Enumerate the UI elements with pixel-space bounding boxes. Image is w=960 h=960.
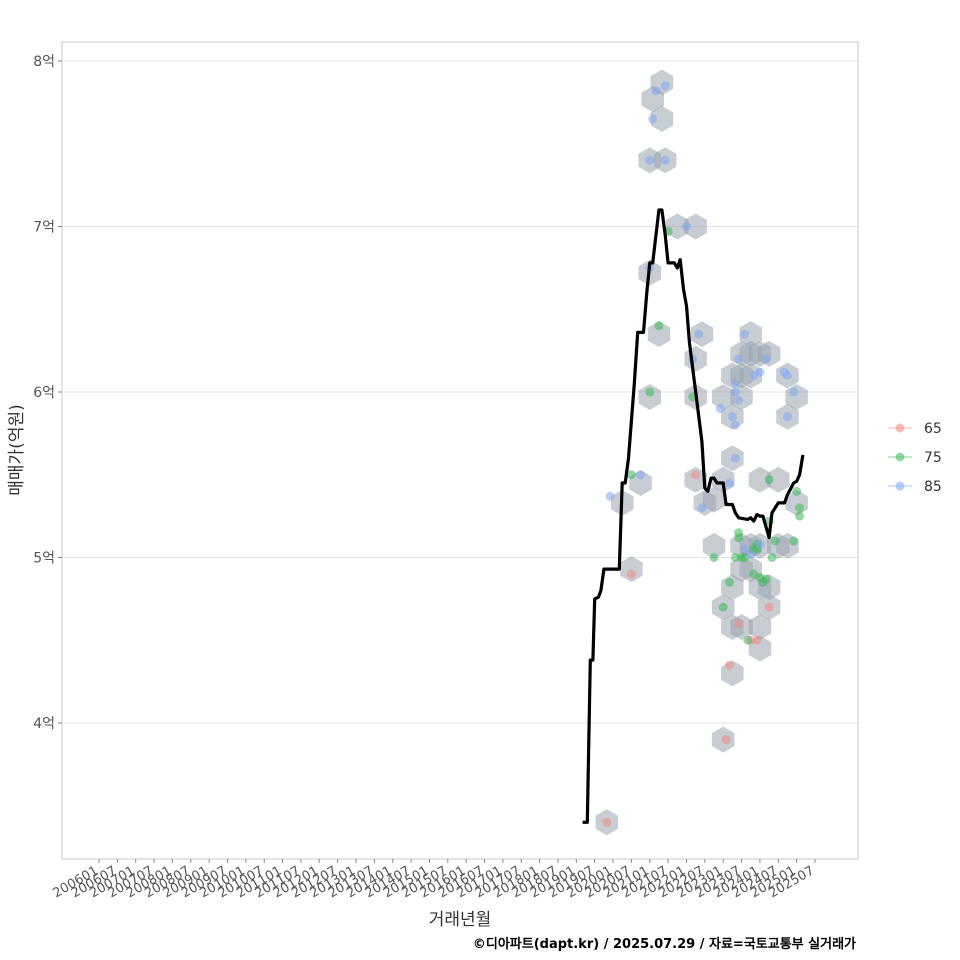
legend-label-65: 65 bbox=[924, 421, 942, 437]
hexbin bbox=[647, 321, 671, 348]
data-point-85 bbox=[740, 544, 750, 554]
legend-swatch-75 bbox=[895, 452, 905, 462]
hexbin bbox=[739, 321, 762, 348]
data-point-85 bbox=[648, 114, 658, 124]
y-axis-title: 매매가(억원) bbox=[7, 404, 27, 495]
data-point-65 bbox=[752, 635, 762, 645]
y-axis-ticks: 4억 5억 6억 7억 8억 bbox=[33, 54, 62, 732]
legend-label-75: 75 bbox=[924, 450, 942, 466]
data-point-75 bbox=[709, 553, 719, 562]
data-point-65 bbox=[764, 602, 774, 612]
data-point-75 bbox=[743, 635, 753, 645]
y-tick-label: 4억 bbox=[33, 716, 55, 732]
data-point-85 bbox=[734, 354, 744, 364]
data-point-85 bbox=[730, 453, 740, 463]
hexbin bbox=[748, 614, 772, 640]
hexbin bbox=[620, 556, 643, 583]
data-point-85 bbox=[730, 387, 740, 397]
data-point-85 bbox=[636, 470, 646, 480]
data-point-85 bbox=[724, 478, 734, 488]
data-point-85 bbox=[694, 329, 704, 339]
data-point-75 bbox=[734, 528, 744, 538]
hexbin bbox=[767, 466, 790, 493]
hexbin bbox=[702, 486, 726, 513]
data-point-65 bbox=[691, 470, 701, 480]
data-point-85 bbox=[782, 370, 792, 380]
hexbin bbox=[638, 384, 661, 410]
data-point-75 bbox=[654, 321, 664, 331]
data-point-85 bbox=[761, 354, 771, 364]
data-point-75 bbox=[767, 553, 777, 562]
data-point-85 bbox=[730, 420, 740, 430]
data-point-85 bbox=[660, 155, 670, 165]
data-point-85 bbox=[727, 412, 737, 422]
data-point-75 bbox=[761, 574, 771, 584]
data-point-85 bbox=[734, 395, 744, 405]
scatter-points bbox=[602, 81, 805, 827]
data-point-65 bbox=[602, 817, 612, 827]
legend-swatch-85 bbox=[895, 481, 905, 491]
data-point-85 bbox=[697, 503, 707, 513]
data-point-65 bbox=[724, 660, 734, 670]
legend: 65 75 85 bbox=[888, 421, 942, 495]
data-point-85 bbox=[681, 222, 691, 231]
data-point-75 bbox=[730, 553, 740, 562]
y-tick-label: 5억 bbox=[33, 551, 55, 567]
data-point-75 bbox=[792, 486, 802, 496]
data-point-65 bbox=[626, 569, 636, 579]
y-tick-label: 6억 bbox=[33, 385, 55, 401]
data-point-75 bbox=[795, 503, 805, 513]
data-point-85 bbox=[755, 367, 765, 377]
data-point-75 bbox=[770, 536, 780, 546]
data-point-85 bbox=[740, 329, 750, 339]
data-point-85 bbox=[730, 379, 740, 389]
data-point-85 bbox=[715, 404, 725, 414]
data-point-85 bbox=[651, 86, 661, 96]
data-point-75 bbox=[795, 511, 805, 521]
hexbin bbox=[684, 213, 707, 240]
data-point-85 bbox=[605, 491, 615, 501]
x-axis-title: 거래년월 bbox=[429, 910, 492, 930]
y-tick-label: 8억 bbox=[33, 54, 55, 70]
data-point-65 bbox=[721, 735, 731, 745]
hexbin bbox=[748, 466, 772, 493]
hexbin bbox=[650, 105, 674, 132]
hexbin bbox=[702, 532, 726, 559]
data-point-85 bbox=[782, 412, 792, 422]
data-point-85 bbox=[660, 81, 670, 91]
data-point-75 bbox=[789, 536, 799, 546]
data-point-65 bbox=[734, 619, 744, 629]
data-point-75 bbox=[645, 387, 655, 397]
legend-swatch-65 bbox=[895, 423, 905, 433]
trend-line bbox=[582, 208, 805, 824]
data-point-75 bbox=[724, 577, 734, 587]
source-caption: ©디아파트(dapt.kr) / 2025.07.29 / 자료=국토교통부 실… bbox=[473, 936, 856, 952]
gridlines bbox=[62, 60, 858, 724]
y-tick-label: 7억 bbox=[33, 220, 55, 236]
data-point-85 bbox=[746, 549, 756, 559]
hexbin bbox=[684, 466, 707, 493]
trend-line-layer bbox=[582, 208, 805, 824]
data-point-85 bbox=[645, 155, 655, 165]
hexbin bbox=[711, 384, 735, 410]
data-point-75 bbox=[718, 602, 728, 612]
data-point-75 bbox=[764, 475, 774, 485]
data-point-75 bbox=[626, 470, 636, 480]
legend-label-85: 85 bbox=[924, 479, 942, 495]
data-point-85 bbox=[789, 387, 799, 397]
x-axis-ticks: 2006012006072007012007072008012008072009… bbox=[51, 859, 817, 901]
data-point-85 bbox=[755, 539, 765, 549]
